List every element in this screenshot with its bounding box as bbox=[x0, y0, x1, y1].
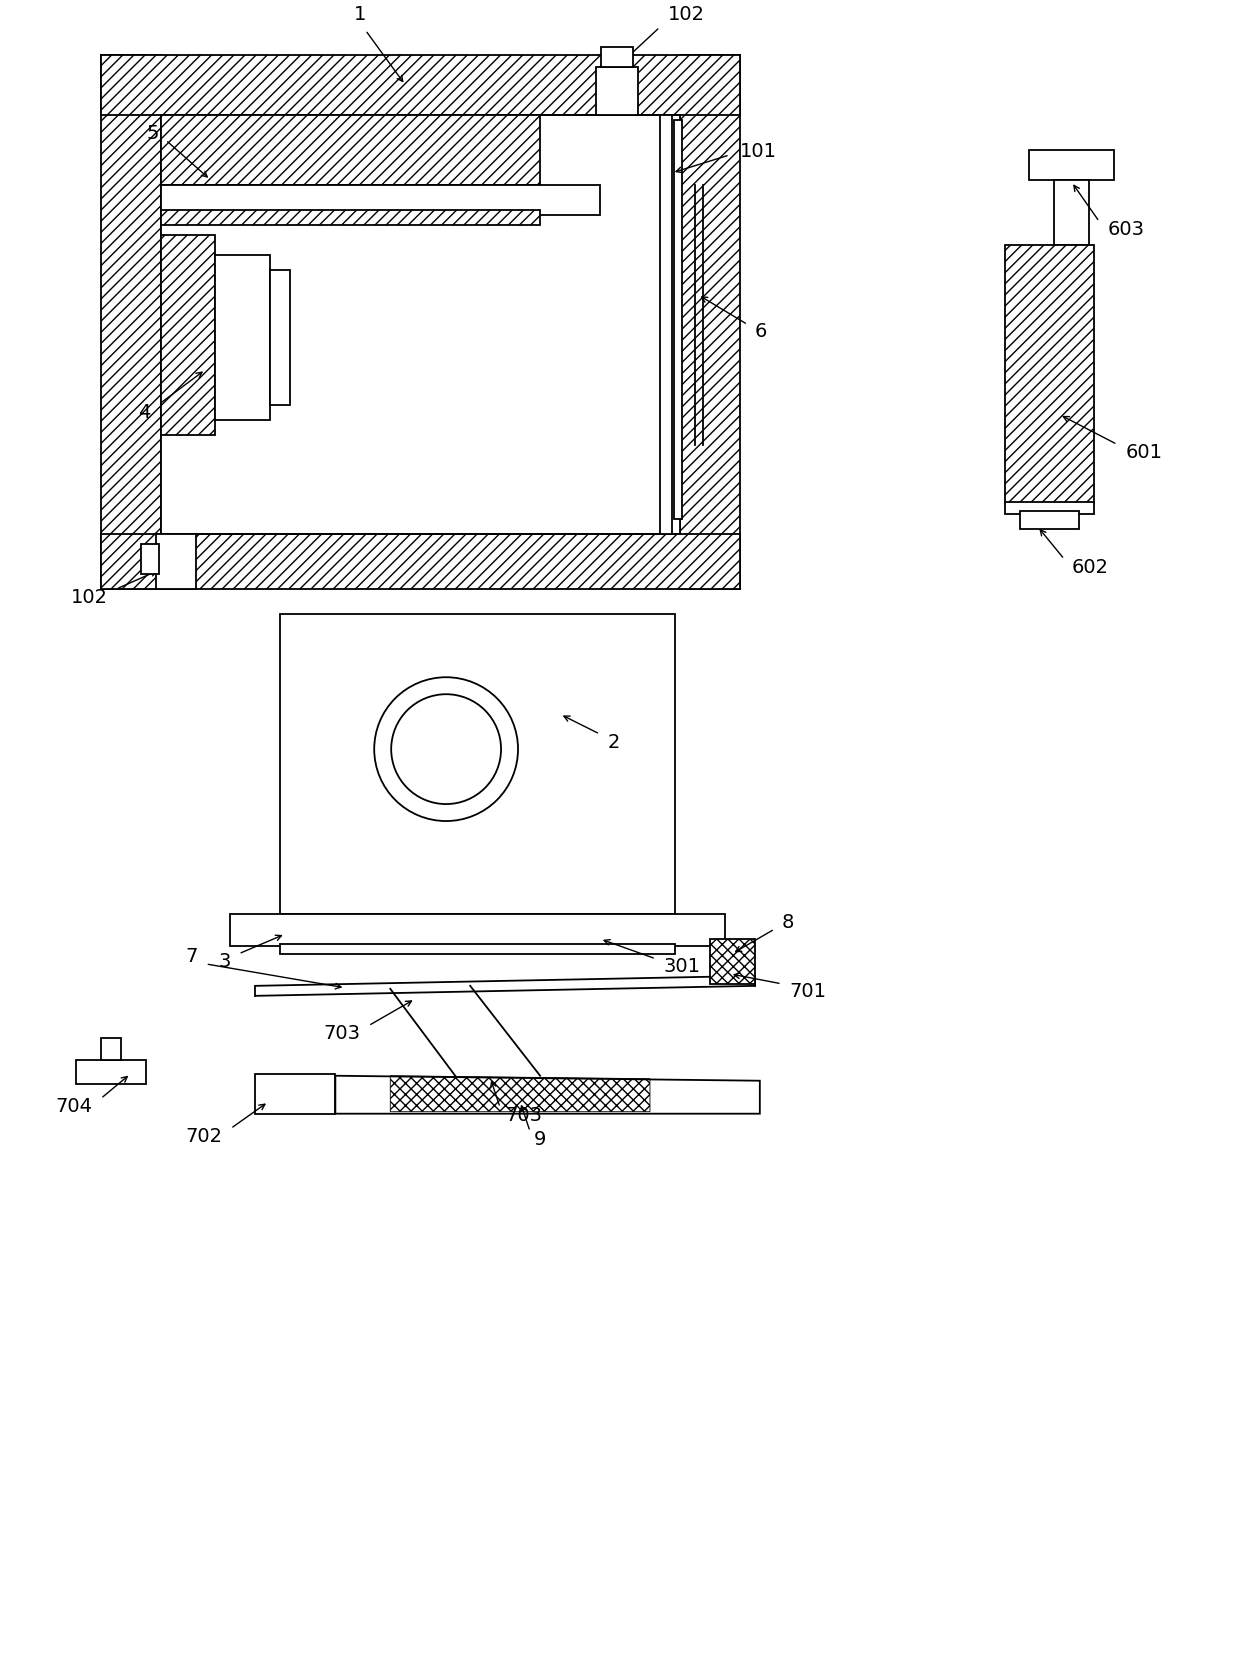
Bar bbox=[155, 535, 196, 591]
Text: 4: 4 bbox=[138, 403, 150, 422]
Bar bbox=[270, 271, 290, 405]
Text: 8: 8 bbox=[781, 913, 794, 932]
Bar bbox=[140, 545, 159, 576]
Bar bbox=[216, 256, 270, 420]
Bar bbox=[596, 69, 637, 115]
Text: 7: 7 bbox=[185, 947, 197, 965]
Text: 102: 102 bbox=[71, 587, 108, 607]
Text: 2: 2 bbox=[608, 733, 620, 751]
Bar bbox=[709, 939, 755, 984]
Bar bbox=[660, 115, 672, 535]
Bar bbox=[1019, 512, 1080, 530]
Bar bbox=[255, 1074, 335, 1114]
Text: 1: 1 bbox=[355, 5, 367, 23]
Text: 603: 603 bbox=[1107, 221, 1145, 239]
Text: 601: 601 bbox=[1126, 443, 1162, 462]
Text: 102: 102 bbox=[668, 5, 706, 23]
Text: 702: 702 bbox=[186, 1126, 222, 1146]
Text: 6: 6 bbox=[755, 321, 768, 341]
Text: 703: 703 bbox=[324, 1024, 361, 1042]
Bar bbox=[280, 616, 675, 915]
Bar bbox=[160, 115, 680, 535]
Text: 101: 101 bbox=[740, 142, 776, 161]
Polygon shape bbox=[335, 1076, 760, 1114]
Text: 3: 3 bbox=[218, 952, 231, 970]
Text: 701: 701 bbox=[790, 982, 827, 1000]
Text: 301: 301 bbox=[663, 957, 701, 975]
Text: 5: 5 bbox=[146, 124, 159, 144]
Bar bbox=[160, 236, 216, 435]
Bar bbox=[601, 49, 632, 69]
Bar bbox=[1004, 504, 1095, 515]
Bar bbox=[673, 120, 682, 520]
Bar bbox=[280, 944, 675, 954]
Bar bbox=[1029, 151, 1115, 181]
Bar bbox=[231, 915, 725, 947]
Bar bbox=[160, 115, 541, 186]
Bar bbox=[1054, 181, 1090, 246]
Bar bbox=[100, 535, 740, 591]
Bar bbox=[76, 1061, 145, 1084]
Bar bbox=[160, 186, 600, 216]
Bar bbox=[1004, 246, 1095, 505]
Bar bbox=[100, 1039, 120, 1061]
Text: 703: 703 bbox=[505, 1106, 542, 1124]
Text: 704: 704 bbox=[56, 1096, 93, 1116]
Bar bbox=[100, 55, 160, 591]
Bar bbox=[100, 55, 740, 115]
Text: 9: 9 bbox=[534, 1129, 547, 1148]
Bar bbox=[160, 211, 541, 226]
Bar bbox=[680, 55, 740, 591]
Text: 602: 602 bbox=[1071, 557, 1109, 577]
